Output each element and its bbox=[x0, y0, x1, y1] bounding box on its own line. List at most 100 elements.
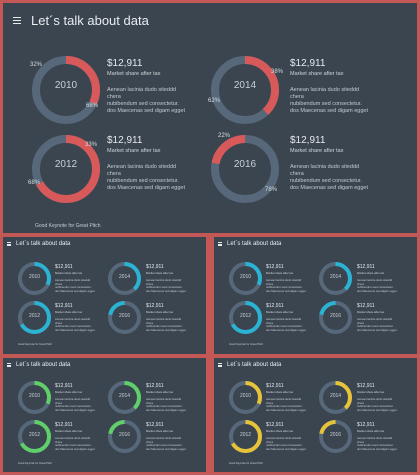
stat-description-line: Aenean lacinia dudo siteddd bbox=[290, 87, 360, 93]
stat-description-line: chera bbox=[290, 171, 304, 177]
stat-subtitle: Market share after tax bbox=[55, 310, 83, 314]
donut-2012: 2012 bbox=[32, 135, 100, 203]
stat-amount: $12,911 bbox=[55, 264, 73, 270]
stat-description-line: dos Maecenas sed digam egget bbox=[55, 407, 95, 412]
stat-description-line: Aenean lacinia dudo siteddd bbox=[107, 87, 177, 93]
slide-footer: Good Keynote for Great Pitch bbox=[229, 343, 264, 346]
stat-description-line: chera bbox=[55, 439, 62, 444]
stat-description-line: nubibendum sed consectetur. bbox=[290, 178, 362, 184]
stat-amount: $12,911 bbox=[266, 422, 284, 428]
stat-amount: $12,911 bbox=[55, 383, 73, 389]
stat-subtitle: Market share after tax bbox=[107, 71, 161, 77]
donut-year: 2012 bbox=[239, 313, 252, 319]
slide-title: Let´s talk about data bbox=[31, 13, 149, 28]
stat-description-line: nubibendum sed consectetur. bbox=[357, 443, 394, 448]
stat-description-line: chera bbox=[357, 281, 364, 286]
stat-subtitle: Market share after tax bbox=[146, 429, 174, 433]
stat-description-line: dos Maecenas sed digam egget bbox=[290, 108, 368, 114]
stat-description-line: nubibendum sed consectetur. bbox=[357, 324, 394, 329]
donut-highlight-arc bbox=[319, 262, 352, 295]
donut-highlight-arc bbox=[229, 301, 262, 334]
stat-block: $12,911 Market share after tax Aenean la… bbox=[55, 422, 110, 451]
thumbnail-slide-blue-b[interactable]: Let´s talk about data 2010 $12,911 Marke… bbox=[214, 237, 417, 354]
stat-amount: $12,911 bbox=[146, 264, 164, 270]
stat-description-line: chera bbox=[146, 400, 153, 405]
donut-highlight-arc bbox=[18, 262, 51, 295]
stat-block: $12,911 Market share after tax Aenean la… bbox=[357, 303, 412, 332]
thumbnail-slide-yellow[interactable]: Let´s talk about data 2010 $12,911 Marke… bbox=[214, 358, 417, 472]
stat-block: $12,911 Market share after tax Aenean la… bbox=[266, 303, 321, 332]
stat-description-line: dos Maecenas sed digam egget bbox=[107, 108, 185, 114]
stat-description-line: dos Maecenas sed digam egget bbox=[55, 288, 95, 293]
donut-year: 2010 bbox=[239, 274, 252, 280]
stat-description-line: dos Maecenas sed digam egget bbox=[266, 446, 306, 451]
slide-header: Let´s talk about data bbox=[13, 13, 149, 28]
stat-description-line: chera bbox=[266, 320, 273, 325]
donut-year: 2016 bbox=[118, 432, 131, 438]
stat-subtitle: Market share after tax bbox=[107, 148, 161, 154]
donut-year: 2014 bbox=[329, 393, 342, 399]
donut-highlight-arc bbox=[108, 301, 141, 334]
stat-description-line: Aenean lacinia dudo siteddd bbox=[357, 278, 393, 282]
stat-description-line: Aenean lacinia dudo siteddd bbox=[55, 397, 91, 401]
thumbnail-slide-green[interactable]: Let´s talk about data 2010 $12,911 Marke… bbox=[3, 358, 206, 472]
stat-description-line: nubibendum sed consectetur. bbox=[146, 404, 183, 409]
donut-highlight-arc bbox=[229, 381, 262, 414]
donut-2014: 2014 bbox=[319, 262, 352, 295]
donut-2012: 2012 bbox=[229, 301, 262, 334]
donut-highlight-arc bbox=[18, 301, 51, 334]
stat-description-line: dos Maecenas sed digam egget bbox=[357, 446, 397, 451]
donut-highlight-arc bbox=[108, 262, 141, 295]
stat-description-line: nubibendum sed consectetur. bbox=[107, 101, 179, 107]
stat-description-line: dos Maecenas sed digam egget bbox=[266, 288, 306, 293]
stat-description-line: chera bbox=[55, 281, 62, 286]
stat-description-line: dos Maecenas sed digam egget bbox=[107, 185, 185, 191]
thumbnail-slide-blue-a[interactable]: Let´s talk about data 2010 $12,911 Marke… bbox=[3, 237, 206, 354]
slide-title: Let´s talk about data bbox=[16, 241, 71, 247]
hamburger-icon[interactable] bbox=[13, 17, 21, 24]
donut-highlight-arc bbox=[32, 135, 100, 203]
stat-description-line: Aenean lacinia dudo siteddd bbox=[55, 436, 91, 440]
donut-2014: 2014 bbox=[319, 381, 352, 414]
stat-description-line: Aenean lacinia dudo siteddd bbox=[55, 278, 91, 282]
stat-block: $12,911 Market share after tax Aenean la… bbox=[146, 264, 201, 293]
stat-subtitle: Market share after tax bbox=[357, 310, 385, 314]
hamburger-icon bbox=[7, 363, 11, 367]
stat-description-line: nubibendum sed consectetur. bbox=[146, 324, 183, 329]
stat-description-line: dos Maecenas sed digam egget bbox=[146, 446, 186, 451]
percent-label: 32% bbox=[30, 62, 43, 68]
stat-subtitle: Market share after tax bbox=[290, 148, 344, 154]
donut-2014: 2014 bbox=[108, 262, 141, 295]
percent-label: 38% bbox=[271, 69, 284, 75]
stat-description-line: dos Maecenas sed digam egget bbox=[290, 185, 368, 191]
stat-block: $12,911 Market share after tax Aenean la… bbox=[357, 264, 412, 293]
stat-amount: $12,911 bbox=[266, 303, 284, 309]
donut-highlight-arc bbox=[319, 381, 352, 414]
stat-description-line: chera bbox=[146, 439, 153, 444]
slide-footer: Good Keynote for Great Pitch bbox=[18, 343, 53, 346]
stat-subtitle: Market share after tax bbox=[146, 271, 174, 275]
stat-description-line: dos Maecenas sed digam egget bbox=[357, 327, 397, 332]
stat-subtitle: Market share after tax bbox=[55, 390, 83, 394]
stat-description-line: Aenean lacinia dudo siteddd bbox=[357, 436, 393, 440]
slide-header: Let´s talk about data bbox=[218, 362, 281, 368]
stat-subtitle: Market share after tax bbox=[146, 310, 174, 314]
stat-amount: $12,911 bbox=[107, 58, 143, 69]
stat-block: $12,911 Market share after tax Aenean la… bbox=[146, 383, 201, 412]
stat-description-line: Aenean lacinia dudo siteddd bbox=[146, 397, 182, 401]
donut-2012: 2012 bbox=[229, 420, 262, 453]
stat-block: $12,911 Market share after tax Aenean la… bbox=[266, 264, 321, 293]
stat-amount: $12,911 bbox=[357, 303, 375, 309]
stat-description-line: dos Maecenas sed digam egget bbox=[357, 407, 397, 412]
donut-year: 2014 bbox=[233, 80, 257, 91]
stat-amount: $12,911 bbox=[55, 422, 73, 428]
donut-highlight-arc bbox=[211, 56, 279, 124]
stat-description-line: chera bbox=[146, 320, 153, 325]
slide-title: Let´s talk about data bbox=[227, 362, 282, 368]
donut-2014: 2014 bbox=[108, 381, 141, 414]
stat-subtitle: Market share after tax bbox=[55, 429, 83, 433]
stat-block: $12,911 Market share after tax Aenean la… bbox=[55, 303, 110, 332]
stat-description-line: chera bbox=[357, 439, 364, 444]
stat-subtitle: Market share after tax bbox=[290, 71, 344, 77]
stat-description-line: chera bbox=[266, 400, 273, 405]
